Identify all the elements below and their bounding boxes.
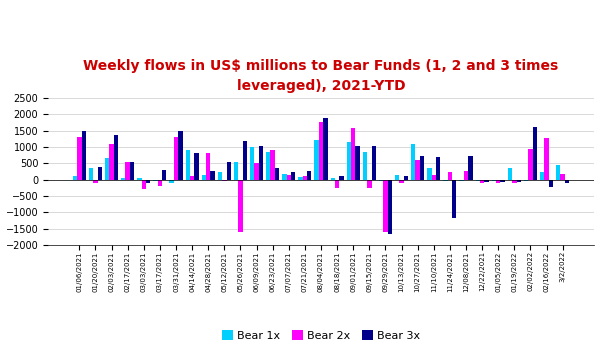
Bar bbox=[371, 146, 376, 180]
Bar bbox=[158, 180, 162, 186]
Bar bbox=[500, 180, 505, 182]
Bar bbox=[194, 153, 199, 180]
Bar bbox=[512, 180, 517, 183]
Bar bbox=[190, 176, 194, 180]
Bar bbox=[427, 168, 431, 180]
Bar bbox=[238, 180, 242, 232]
Legend: Bear 1x, Bear 2x, Bear 3x: Bear 1x, Bear 2x, Bear 3x bbox=[217, 326, 425, 345]
Bar bbox=[73, 176, 77, 180]
Bar bbox=[400, 180, 404, 183]
Bar bbox=[460, 180, 464, 181]
Bar bbox=[291, 172, 295, 180]
Bar bbox=[282, 174, 287, 180]
Bar bbox=[82, 131, 86, 180]
Bar bbox=[206, 153, 211, 180]
Bar bbox=[351, 128, 355, 180]
Bar bbox=[154, 180, 158, 181]
Bar bbox=[395, 175, 400, 180]
Bar bbox=[556, 165, 560, 180]
Bar bbox=[404, 176, 408, 180]
Bar bbox=[383, 180, 388, 232]
Bar bbox=[259, 146, 263, 180]
Bar bbox=[452, 180, 457, 218]
Bar bbox=[448, 172, 452, 180]
Bar bbox=[121, 178, 125, 180]
Bar bbox=[169, 180, 174, 183]
Bar bbox=[93, 180, 98, 183]
Bar bbox=[484, 180, 488, 182]
Bar bbox=[178, 132, 182, 180]
Bar bbox=[266, 152, 271, 180]
Bar bbox=[125, 162, 130, 180]
Bar bbox=[411, 144, 415, 180]
Bar bbox=[443, 180, 448, 181]
Bar bbox=[335, 180, 339, 188]
Bar bbox=[77, 137, 82, 180]
Bar bbox=[185, 150, 190, 180]
Bar bbox=[319, 122, 323, 180]
Bar bbox=[367, 180, 371, 188]
Bar bbox=[549, 180, 553, 187]
Bar bbox=[388, 180, 392, 233]
Bar bbox=[242, 141, 247, 180]
Bar bbox=[250, 147, 254, 180]
Bar bbox=[142, 180, 146, 189]
Bar bbox=[162, 170, 166, 180]
Bar bbox=[130, 162, 134, 180]
Bar bbox=[331, 178, 335, 180]
Bar bbox=[491, 180, 496, 181]
Bar bbox=[560, 174, 565, 180]
Bar bbox=[347, 142, 351, 180]
Bar bbox=[298, 177, 303, 180]
Bar bbox=[468, 156, 473, 180]
Bar bbox=[476, 180, 480, 181]
Bar bbox=[565, 180, 569, 183]
Bar bbox=[234, 162, 238, 180]
Bar bbox=[544, 138, 549, 180]
Bar bbox=[355, 146, 360, 180]
Bar bbox=[202, 175, 206, 180]
Bar bbox=[109, 144, 114, 180]
Bar bbox=[174, 137, 178, 180]
Bar bbox=[436, 157, 440, 180]
Bar bbox=[480, 180, 484, 183]
Bar bbox=[363, 152, 367, 180]
Bar bbox=[271, 150, 275, 180]
Bar bbox=[275, 168, 279, 180]
Bar bbox=[415, 160, 420, 180]
Bar bbox=[314, 140, 319, 180]
Bar bbox=[524, 180, 528, 181]
Bar bbox=[496, 180, 500, 183]
Bar bbox=[533, 127, 537, 180]
Bar bbox=[464, 171, 468, 180]
Bar bbox=[323, 118, 328, 180]
Bar bbox=[307, 171, 311, 180]
Bar bbox=[508, 168, 512, 180]
Bar bbox=[303, 176, 307, 180]
Bar bbox=[105, 159, 109, 180]
Bar bbox=[420, 156, 424, 180]
Bar bbox=[114, 135, 118, 180]
Bar bbox=[211, 171, 215, 180]
Bar bbox=[227, 162, 231, 180]
Bar bbox=[528, 149, 533, 180]
Bar bbox=[287, 175, 291, 180]
Title: Weekly flows in US$ millions to Bear Funds (1, 2 and 3 times
leveraged), 2021-YT: Weekly flows in US$ millions to Bear Fun… bbox=[83, 59, 559, 93]
Bar bbox=[137, 178, 142, 180]
Bar bbox=[254, 163, 259, 180]
Bar bbox=[218, 172, 222, 180]
Bar bbox=[540, 172, 544, 180]
Bar bbox=[431, 175, 436, 180]
Bar bbox=[98, 167, 102, 180]
Bar bbox=[146, 180, 151, 183]
Bar bbox=[222, 180, 227, 181]
Bar bbox=[89, 168, 93, 180]
Bar bbox=[339, 176, 344, 180]
Bar bbox=[517, 180, 521, 182]
Bar bbox=[379, 180, 383, 181]
